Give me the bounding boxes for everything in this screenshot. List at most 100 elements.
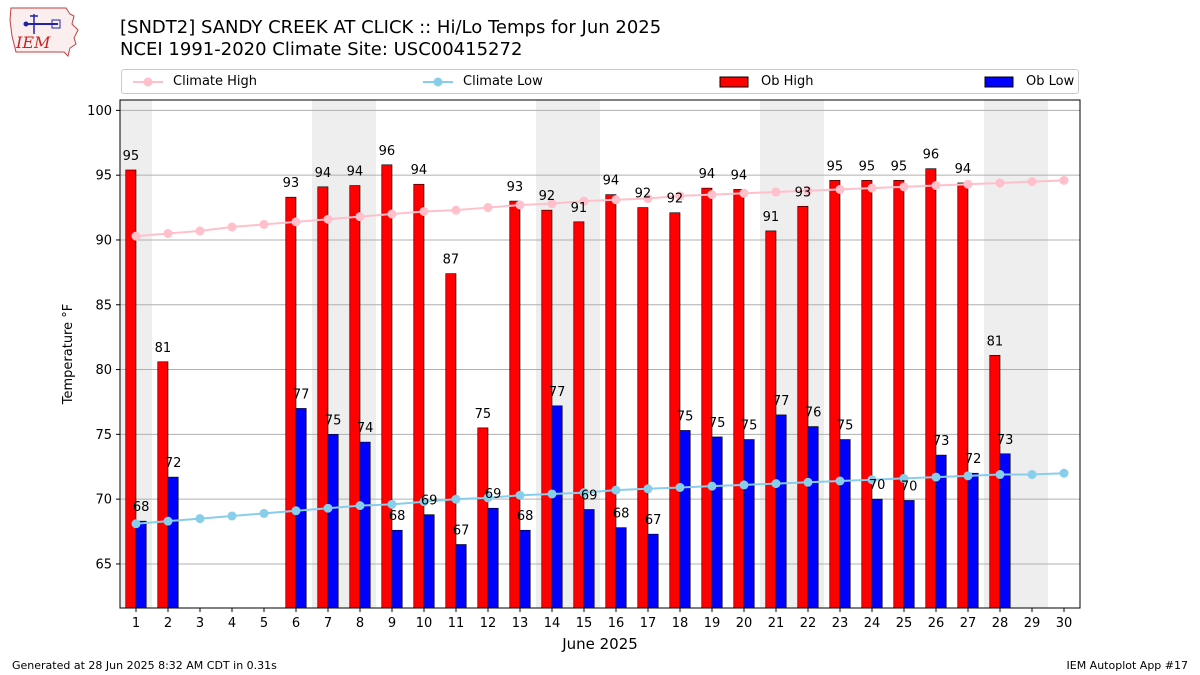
x-axis-label: June 2025	[561, 635, 638, 653]
ob-low-bar	[519, 529, 531, 609]
ob-high-label: 95	[891, 159, 908, 174]
climate-low-point	[163, 516, 173, 526]
ob-high-label: 93	[795, 185, 812, 200]
ob-low-bar	[839, 439, 851, 609]
ob-high-label: 93	[283, 176, 300, 191]
weekend-shading	[120, 100, 1048, 608]
ob-high-bar	[381, 164, 393, 609]
legend-climate-low-label: Climate Low	[463, 74, 543, 89]
climate-high-point	[931, 181, 941, 191]
climate-high-point	[675, 191, 685, 201]
y-tick-label: 80	[95, 363, 112, 378]
y-tick-label: 100	[87, 104, 112, 119]
iowa-map-logo-icon: IEM	[9, 7, 79, 57]
x-tick-label: 1	[132, 616, 140, 631]
climate-low-point	[131, 519, 141, 529]
climate-high-point	[163, 228, 173, 238]
ob-low-label: 76	[805, 406, 822, 421]
ob-low-bar	[551, 405, 563, 609]
ob-low-label: 72	[965, 452, 982, 467]
climate-low-point	[803, 477, 813, 487]
climate-high-point	[867, 183, 877, 193]
climate-low-point	[611, 485, 621, 495]
ob-high-label: 87	[443, 253, 460, 268]
ob-low-label: 73	[997, 433, 1014, 448]
x-tick-label: 18	[672, 616, 689, 631]
climate-high-point	[451, 205, 461, 215]
x-tick-label: 23	[832, 616, 849, 631]
ob-low-bar	[679, 430, 691, 609]
y-tick-label: 70	[95, 493, 112, 508]
ob-high-label: 75	[475, 407, 492, 422]
x-tick-label: 30	[1056, 616, 1073, 631]
climate-high-point	[579, 196, 589, 206]
ob-high-label: 95	[859, 159, 876, 174]
climate-high-point	[483, 203, 493, 213]
ob-high-bar	[989, 354, 1001, 609]
climate-low-point	[963, 471, 973, 481]
x-tick-label: 20	[736, 616, 753, 631]
climate-low-point	[707, 481, 717, 491]
ob-low-label: 67	[645, 513, 662, 528]
ob-low-bar	[359, 441, 371, 609]
x-tick-label: 3	[196, 616, 204, 631]
ob-low-bar	[807, 426, 819, 609]
ob-high-label: 94	[699, 167, 716, 182]
y-tick-label: 95	[95, 169, 112, 184]
ob-high-bar	[701, 187, 713, 609]
ob-high-bar	[925, 168, 937, 609]
x-tick-label: 22	[800, 616, 817, 631]
legend-ob-low-swatch	[984, 76, 1014, 88]
climate-high-point	[259, 219, 269, 229]
ob-high-bar	[413, 183, 425, 609]
iem-logo: IEM	[8, 6, 82, 60]
ob-low-bar	[743, 439, 755, 609]
x-tick-label: 7	[324, 616, 332, 631]
climate-high-point	[707, 190, 717, 200]
ob-high-label: 94	[347, 165, 364, 180]
x-tick-label: 17	[640, 616, 657, 631]
climate-low-point	[387, 499, 397, 509]
ob-high-label: 95	[123, 149, 140, 164]
climate-low-point	[355, 501, 365, 511]
x-tick-label: 4	[228, 616, 236, 631]
climate-low-point	[451, 494, 461, 504]
ob-low-bar	[423, 514, 435, 609]
ob-low-label: 72	[165, 456, 182, 471]
climate-low-point	[899, 473, 909, 483]
ob-low-bar	[711, 436, 723, 609]
climate-high-line	[135, 179, 1065, 238]
ob-low-label: 68	[133, 500, 150, 515]
climate-low-point	[995, 470, 1005, 480]
y-tick-label: 75	[95, 428, 112, 443]
ob-high-label: 91	[571, 201, 588, 216]
chart-legend: Climate High Climate Low Ob High Ob Low	[121, 69, 1079, 94]
ob-high-bar	[829, 180, 841, 609]
bar-value-labels: 95 81 93 94 94 96 94 87 75 93 92 91 94 92 92 94 94 91 93 95…	[123, 144, 1014, 539]
x-tick-label: 16	[608, 616, 625, 631]
y-tick-label: 65	[95, 557, 112, 572]
x-tick-label: 24	[864, 616, 881, 631]
climate-low-point	[195, 514, 205, 524]
ob-high-bar	[445, 273, 457, 609]
ob-high-bar	[861, 180, 873, 609]
climate-low-point	[867, 475, 877, 485]
climate-high-point	[419, 206, 429, 216]
ob-low-bar	[615, 527, 627, 609]
ob-high-bar	[509, 200, 521, 609]
x-tick-label: 6	[292, 616, 300, 631]
climate-low-point	[771, 479, 781, 489]
climate-high-point	[803, 186, 813, 196]
climate-low-point	[259, 508, 269, 518]
ob-high-label: 94	[315, 166, 332, 181]
climate-low-line	[135, 472, 1065, 525]
climate-lines	[131, 175, 1069, 529]
ob-low-label: 77	[773, 394, 790, 409]
ob-high-bar	[349, 185, 361, 609]
x-tick-label: 19	[704, 616, 721, 631]
climate-high-point	[835, 184, 845, 194]
climate-high-point	[387, 209, 397, 219]
generated-timestamp: Generated at 28 Jun 2025 8:32 AM CDT in …	[12, 659, 277, 672]
